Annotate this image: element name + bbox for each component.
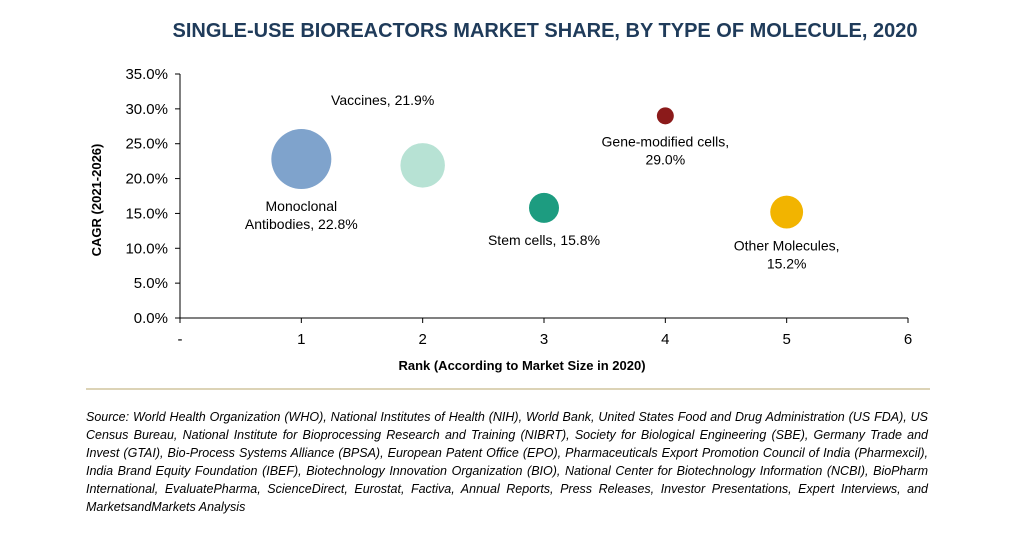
y-tick-label: 20.0% xyxy=(125,171,168,188)
source-note: Source: World Health Organization (WHO),… xyxy=(86,410,928,514)
chart-title: SINGLE-USE BIOREACTORS MARKET SHARE, BY … xyxy=(173,20,918,42)
bubble-label-line: Vaccines, 21.9% xyxy=(331,92,434,108)
bubble-label-line: Gene-modified cells, xyxy=(602,133,730,149)
bubble xyxy=(400,143,445,188)
y-axis-ticks: 0.0% 5.0% 10.0% 15.0% 20.0% 25.0% 30.0% 35.0% xyxy=(125,66,180,327)
bubble-label: Stem cells, 15.8% xyxy=(488,232,600,248)
x-axis-ticks: - 1 2 3 4 5 6 xyxy=(178,318,912,348)
x-tick-label: 1 xyxy=(297,331,305,348)
x-tick-label: 5 xyxy=(782,331,790,348)
y-tick-label: 25.0% xyxy=(125,136,168,153)
bubble-label-line: 29.0% xyxy=(645,151,685,167)
y-tick-label: 0.0% xyxy=(134,310,168,327)
y-tick-label: 15.0% xyxy=(125,205,168,222)
y-tick-label: 35.0% xyxy=(125,66,168,83)
bubble xyxy=(529,192,559,223)
bubble-label: Other Molecules, 15.2% xyxy=(734,237,840,271)
bubble xyxy=(770,195,804,229)
bubble-label-line: Antibodies, 22.8% xyxy=(245,216,358,232)
bubble-label-line: Monoclonal xyxy=(266,198,338,214)
plot-area: 0.0% 5.0% 10.0% 15.0% 20.0% 25.0% 30.0% 35.0% -… xyxy=(125,66,912,348)
x-tick-label: 3 xyxy=(540,331,548,348)
bubble xyxy=(271,129,332,190)
bubble-label: Gene-modified cells, 29.0% xyxy=(602,133,730,167)
bubble-label: Vaccines, 21.9% xyxy=(331,92,434,108)
y-axis-label: CAGR (2021-2026) xyxy=(89,144,104,257)
bubble-label-line: Other Molecules, xyxy=(734,237,840,253)
bubbles: Monoclonal Antibodies, 22.8% Vaccines, 21.… xyxy=(245,92,840,271)
bubble-label: Monoclonal Antibodies, 22.8% xyxy=(245,198,358,232)
bubble-label-line: 15.2% xyxy=(767,255,807,271)
x-tick-label: 4 xyxy=(661,331,669,348)
bubble xyxy=(656,107,674,125)
y-tick-label: 30.0% xyxy=(125,101,168,118)
x-tick-label: - xyxy=(178,331,183,348)
x-tick-label: 6 xyxy=(904,331,912,348)
y-tick-label: 5.0% xyxy=(134,275,168,292)
y-tick-label: 10.0% xyxy=(125,240,168,257)
x-axis-label: Rank (According to Market Size in 2020) xyxy=(398,358,645,373)
bubble-label-line: Stem cells, 15.8% xyxy=(488,232,600,248)
x-tick-label: 2 xyxy=(418,331,426,348)
